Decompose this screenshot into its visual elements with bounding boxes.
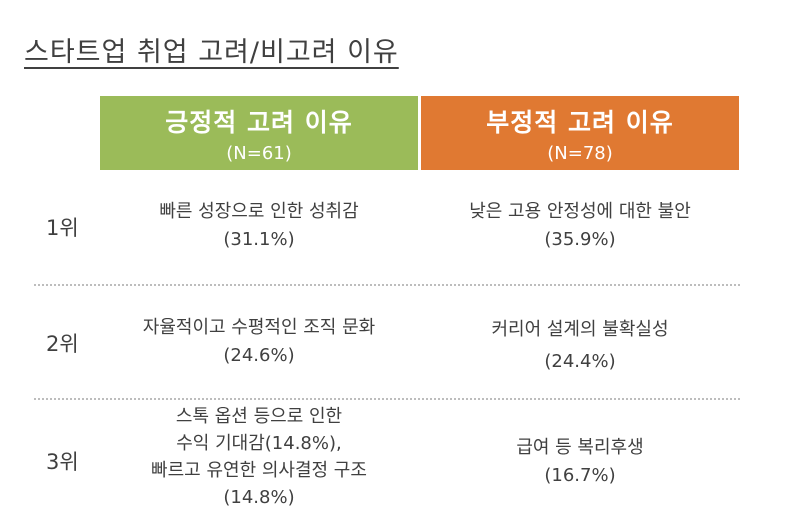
- row-2-positive-text: 자율적이고 수평적인 조직 문화: [142, 317, 376, 338]
- rank-1-label: 1위: [46, 216, 79, 240]
- row-1-negative-text: 낮은 고용 안정성에 대한 불안: [469, 201, 691, 222]
- rank-3-label: 3위: [46, 450, 79, 474]
- row-2-negative-reason: 커리어 설계의 불확실성 (24.4%): [421, 316, 739, 376]
- rank-2-label: 2위: [46, 332, 79, 356]
- row-3-positive-line-4: (14.8%): [223, 487, 295, 508]
- positive-reasons-header: 긍정적 고려 이유 (N=61): [100, 96, 418, 170]
- row-2-positive-reason: 자율적이고 수평적인 조직 문화 (24.6%): [100, 314, 418, 370]
- row-3-negative-reason: 급여 등 복리후생 (16.7%): [421, 434, 739, 490]
- page-title: 스타트업 취업 고려/비고려 이유: [24, 37, 399, 68]
- positive-header-count: (N=61): [226, 142, 292, 164]
- row-divider: [34, 284, 740, 286]
- negative-header-title: 부정적 고려 이유: [486, 107, 674, 137]
- row-divider: [34, 398, 740, 400]
- positive-header-title: 긍정적 고려 이유: [165, 107, 353, 137]
- negative-reasons-header: 부정적 고려 이유 (N=78): [421, 96, 739, 170]
- negative-header-count: (N=78): [547, 142, 613, 164]
- row-3-positive-line-1: 스톡 옵션 등으로 인한: [175, 406, 343, 427]
- row-2-negative-percent: (24.4%): [544, 351, 616, 372]
- row-1-positive-text: 빠른 성장으로 인한 성취감: [159, 201, 359, 222]
- row-3-positive-line-2: 수익 기대감(14.8%),: [176, 433, 342, 454]
- row-1-negative-reason: 낮은 고용 안정성에 대한 불안 (35.9%): [421, 198, 739, 254]
- row-1-negative-percent: (35.9%): [544, 229, 616, 250]
- row-2-negative-text: 커리어 설계의 불확실성: [491, 319, 669, 340]
- row-3-negative-percent: (16.7%): [544, 465, 616, 486]
- row-1-positive-reason: 빠른 성장으로 인한 성취감 (31.1%): [100, 198, 418, 254]
- row-1-positive-percent: (31.1%): [223, 229, 295, 250]
- row-2-positive-percent: (24.6%): [223, 345, 295, 366]
- row-3-negative-text: 급여 등 복리후생: [516, 437, 644, 458]
- row-3-positive-line-3: 빠르고 유연한 의사결정 구조: [151, 460, 367, 481]
- row-3-positive-reason: 스톡 옵션 등으로 인한 수익 기대감(14.8%), 빠르고 유연한 의사결정…: [100, 403, 418, 511]
